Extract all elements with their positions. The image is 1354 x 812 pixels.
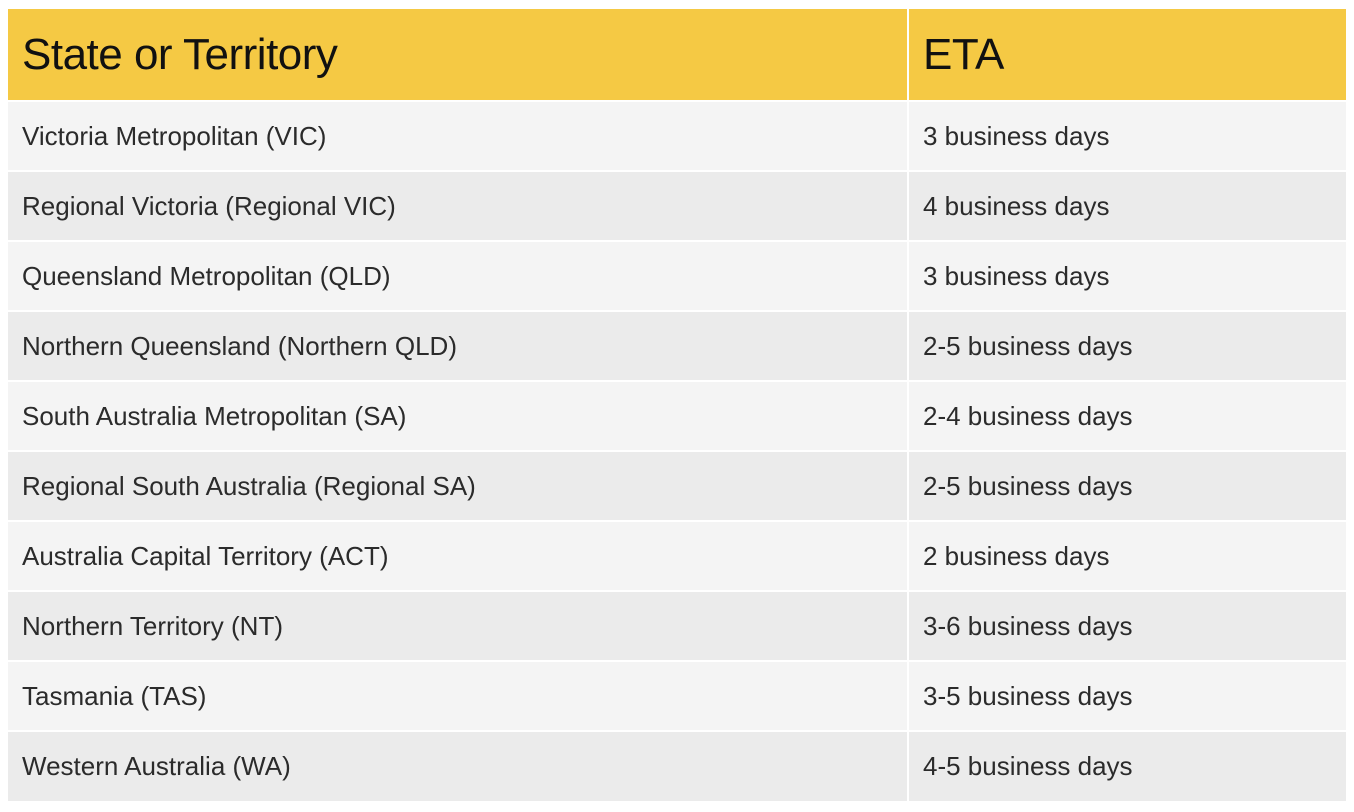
eta-cell: 3-5 business days (908, 660, 1346, 731)
table-row: Regional South Australia (Regional SA) 2… (8, 450, 1346, 521)
header-state-or-territory: State or Territory (8, 9, 909, 101)
table-row: South Australia Metropolitan (SA) 2-4 bu… (8, 380, 1346, 451)
eta-cell: 4 business days (908, 170, 1346, 241)
table-row: Northern Territory (NT) 3-6 business day… (8, 590, 1346, 661)
shipping-eta-table-container: State or Territory ETA Victoria Metropol… (8, 9, 1346, 801)
state-cell: Victoria Metropolitan (VIC) (8, 100, 909, 171)
table-row: Western Australia (WA) 4-5 business days (8, 730, 1346, 801)
state-cell: Northern Queensland (Northern QLD) (8, 310, 909, 381)
table-header: State or Territory ETA (8, 9, 1346, 101)
state-cell: Tasmania (TAS) (8, 660, 909, 731)
eta-cell: 2-5 business days (908, 310, 1346, 381)
eta-cell: 2-5 business days (908, 450, 1346, 521)
eta-cell: 3-6 business days (908, 590, 1346, 661)
state-cell: Regional South Australia (Regional SA) (8, 450, 909, 521)
shipping-eta-table: State or Territory ETA Victoria Metropol… (8, 9, 1346, 801)
eta-cell: 2 business days (908, 520, 1346, 591)
eta-cell: 3 business days (908, 100, 1346, 171)
table-row: Regional Victoria (Regional VIC) 4 busin… (8, 170, 1346, 241)
eta-cell: 4-5 business days (908, 730, 1346, 801)
table-row: Tasmania (TAS) 3-5 business days (8, 660, 1346, 731)
table-row: Australia Capital Territory (ACT) 2 busi… (8, 520, 1346, 591)
state-cell: Northern Territory (NT) (8, 590, 909, 661)
state-cell: Western Australia (WA) (8, 730, 909, 801)
header-row: State or Territory ETA (8, 9, 1346, 101)
table-row: Victoria Metropolitan (VIC) 3 business d… (8, 100, 1346, 171)
table-row: Queensland Metropolitan (QLD) 3 business… (8, 240, 1346, 311)
header-eta: ETA (908, 9, 1346, 101)
table-row: Northern Queensland (Northern QLD) 2-5 b… (8, 310, 1346, 381)
eta-cell: 2-4 business days (908, 380, 1346, 451)
state-cell: Queensland Metropolitan (QLD) (8, 240, 909, 311)
table-body: Victoria Metropolitan (VIC) 3 business d… (8, 100, 1346, 801)
state-cell: South Australia Metropolitan (SA) (8, 380, 909, 451)
state-cell: Australia Capital Territory (ACT) (8, 520, 909, 591)
state-cell: Regional Victoria (Regional VIC) (8, 170, 909, 241)
eta-cell: 3 business days (908, 240, 1346, 311)
